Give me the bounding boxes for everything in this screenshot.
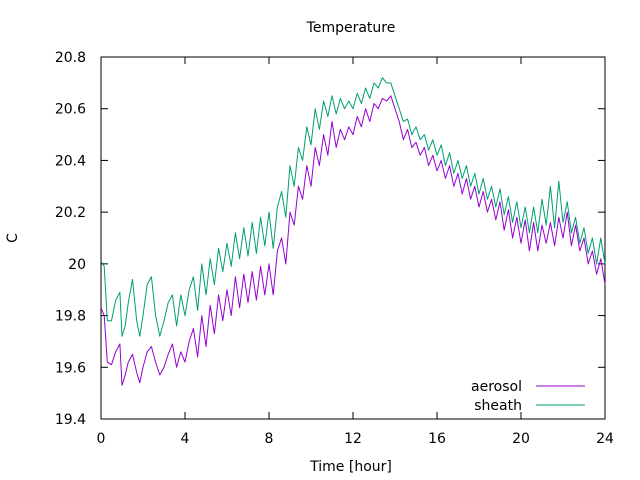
- x-tick-label: 12: [344, 431, 362, 447]
- legend-label-sheath: sheath: [474, 398, 522, 414]
- y-tick-label: 20.2: [55, 205, 86, 221]
- y-tick-label: 19.4: [55, 412, 86, 428]
- x-tick-label: 0: [97, 431, 106, 447]
- axis-ticks: [100, 56, 606, 420]
- y-tick-label: 20: [68, 257, 86, 273]
- y-axis-label: C: [5, 233, 21, 243]
- legend-label-aerosol: aerosol: [471, 379, 522, 395]
- x-tick-label: 20: [512, 431, 530, 447]
- y-tick-label: 20.8: [55, 50, 86, 66]
- y-tick-label: 19.8: [55, 309, 86, 325]
- y-tick-labels: 19.4 19.6 19.8 20 20.2 20.4 20.6 20.8: [55, 50, 86, 428]
- y-tick-label: 20.4: [55, 153, 86, 169]
- series-line-sheath: [100, 77, 606, 337]
- x-tick-labels: 0 4 8 12 16 20 24: [97, 431, 614, 447]
- chart-title: Temperature: [306, 20, 396, 36]
- series-line-aerosol: [100, 95, 606, 386]
- series-layer: [100, 77, 606, 386]
- x-tick-label: 24: [596, 431, 614, 447]
- legend: aerosol sheath: [471, 379, 585, 414]
- x-tick-label: 4: [181, 431, 190, 447]
- y-tick-label: 20.6: [55, 102, 86, 118]
- x-axis-label: Time [hour]: [309, 459, 392, 475]
- y-tick-label: 19.6: [55, 360, 86, 376]
- x-tick-label: 8: [265, 431, 274, 447]
- x-tick-label: 16: [428, 431, 446, 447]
